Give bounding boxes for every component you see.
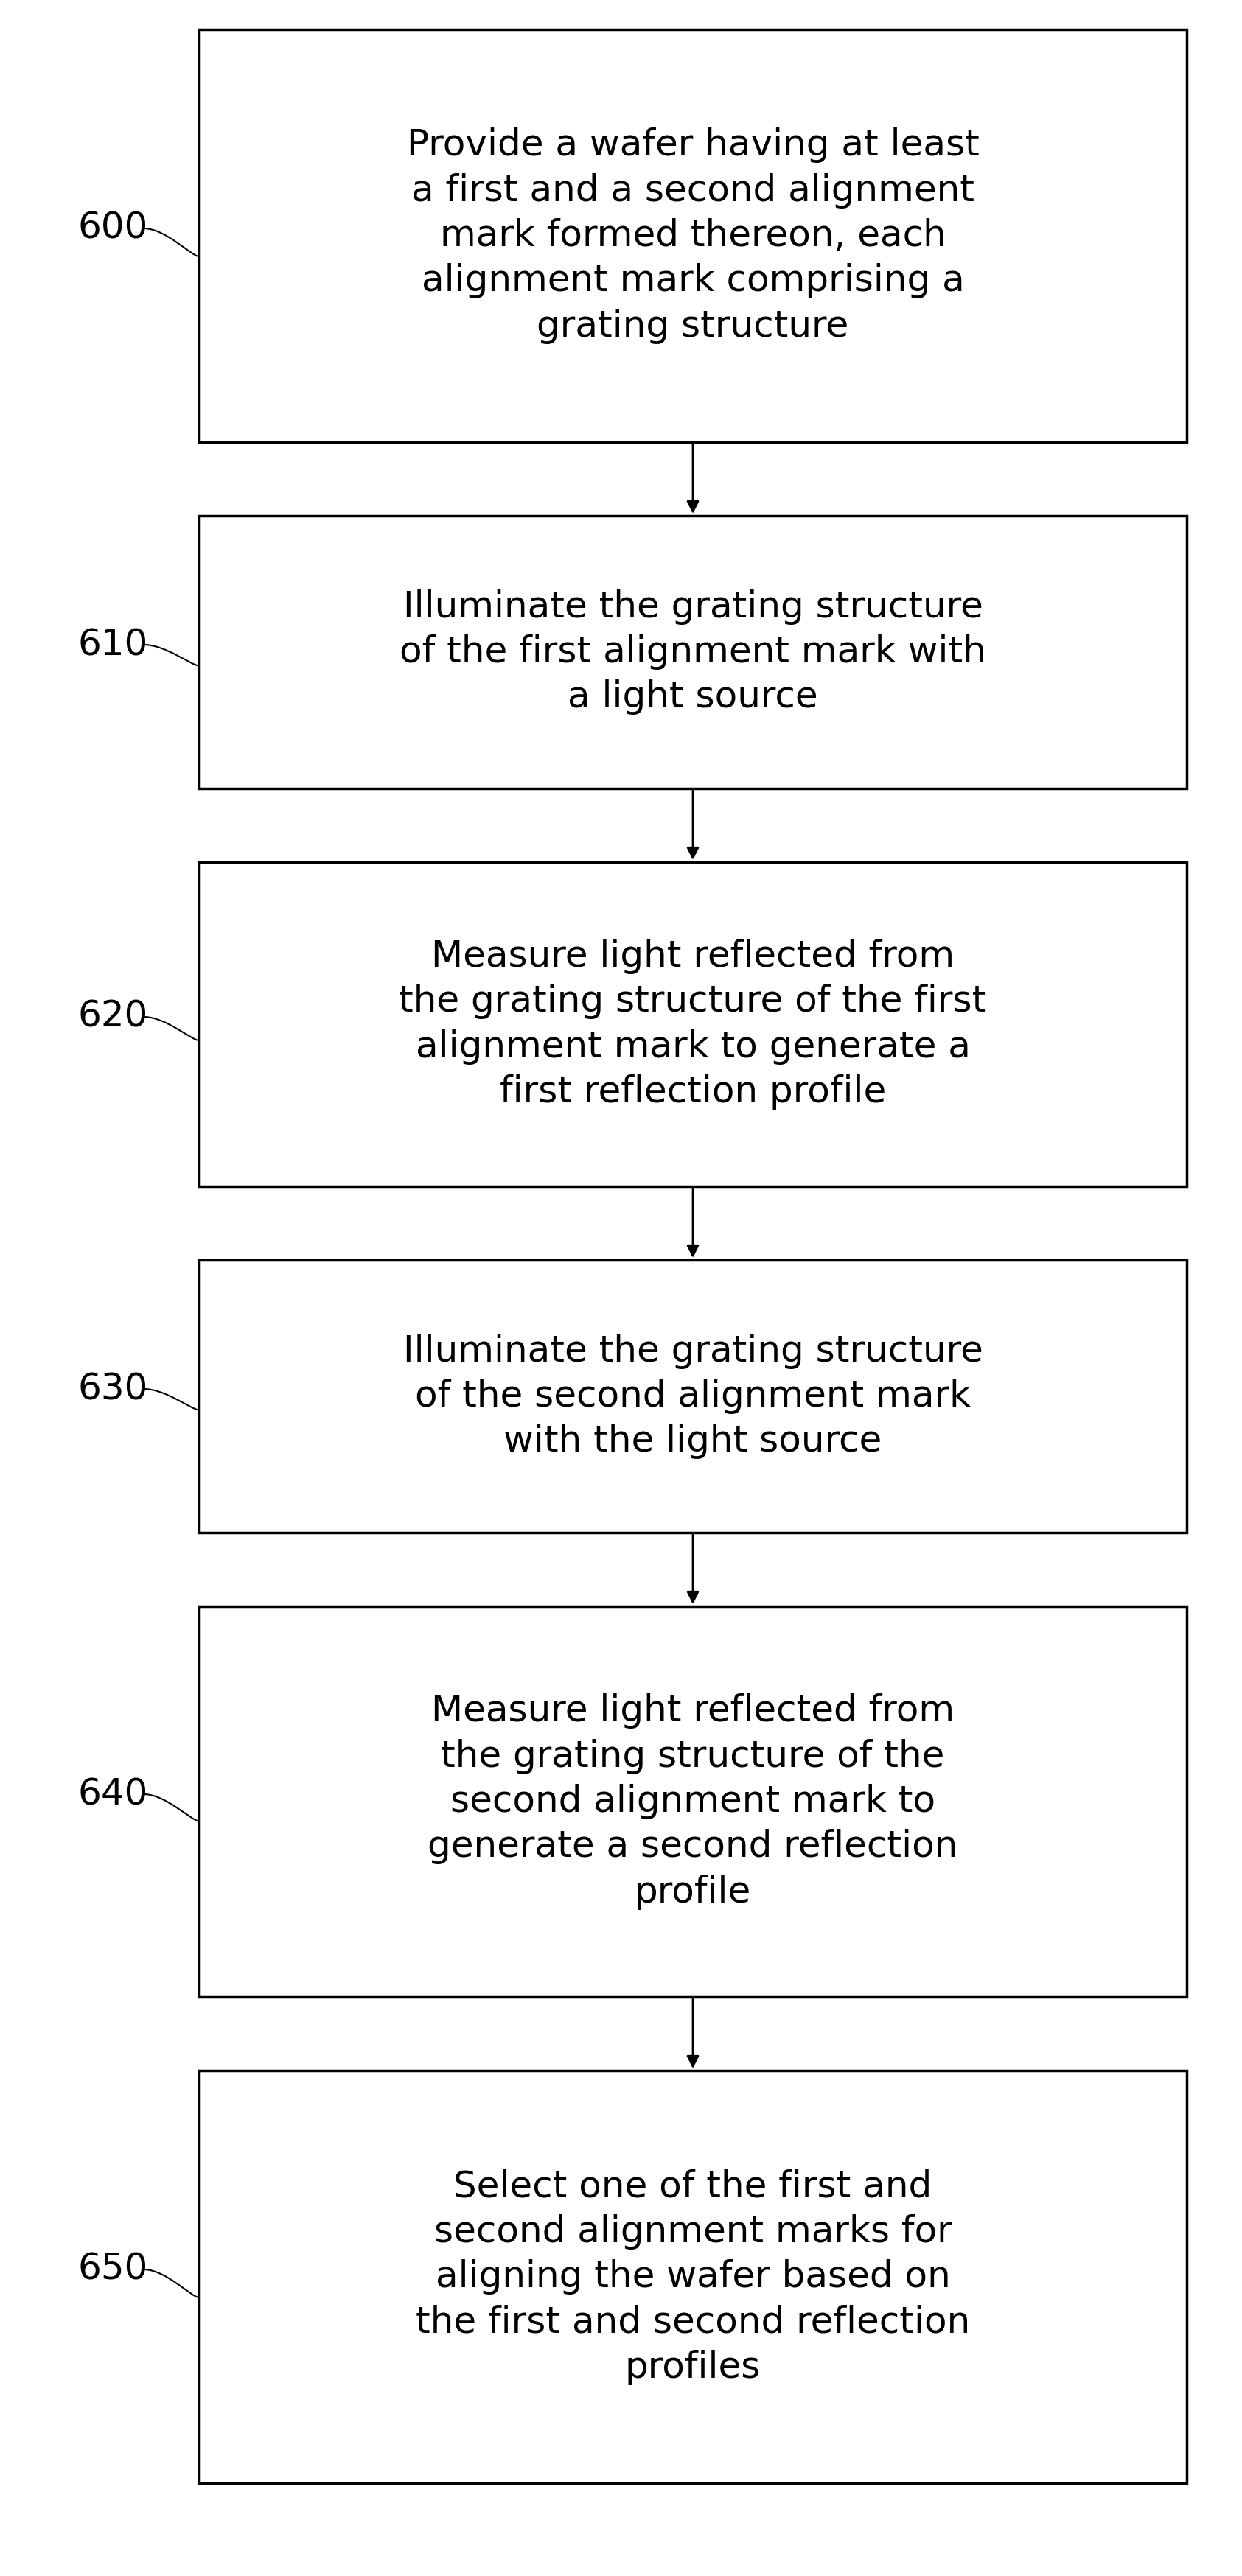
Text: 640: 640 bbox=[77, 1777, 148, 1811]
Text: 610: 610 bbox=[77, 626, 148, 662]
Bar bbox=[199, 1607, 1186, 1996]
Text: Provide a wafer having at least
a first and a second alignment
mark formed there: Provide a wafer having at least a first … bbox=[406, 129, 979, 343]
Text: Measure light reflected from
the grating structure of the
second alignment mark : Measure light reflected from the grating… bbox=[427, 1692, 958, 1909]
Bar bbox=[199, 863, 1186, 1188]
Text: 650: 650 bbox=[77, 2251, 148, 2287]
Text: 600: 600 bbox=[77, 211, 148, 247]
Text: Illuminate the grating structure
of the second alignment mark
with the light sou: Illuminate the grating structure of the … bbox=[402, 1334, 982, 1458]
Bar bbox=[199, 28, 1186, 443]
Text: 630: 630 bbox=[77, 1370, 148, 1406]
Bar bbox=[199, 2071, 1186, 2483]
Text: Select one of the first and
second alignment marks for
aligning the wafer based : Select one of the first and second align… bbox=[416, 2169, 970, 2385]
Text: Measure light reflected from
the grating structure of the first
alignment mark t: Measure light reflected from the grating… bbox=[399, 938, 986, 1110]
Bar bbox=[199, 1260, 1186, 1533]
Text: Illuminate the grating structure
of the first alignment mark with
a light source: Illuminate the grating structure of the … bbox=[400, 590, 986, 716]
Text: 620: 620 bbox=[77, 999, 148, 1036]
Bar bbox=[199, 515, 1186, 788]
